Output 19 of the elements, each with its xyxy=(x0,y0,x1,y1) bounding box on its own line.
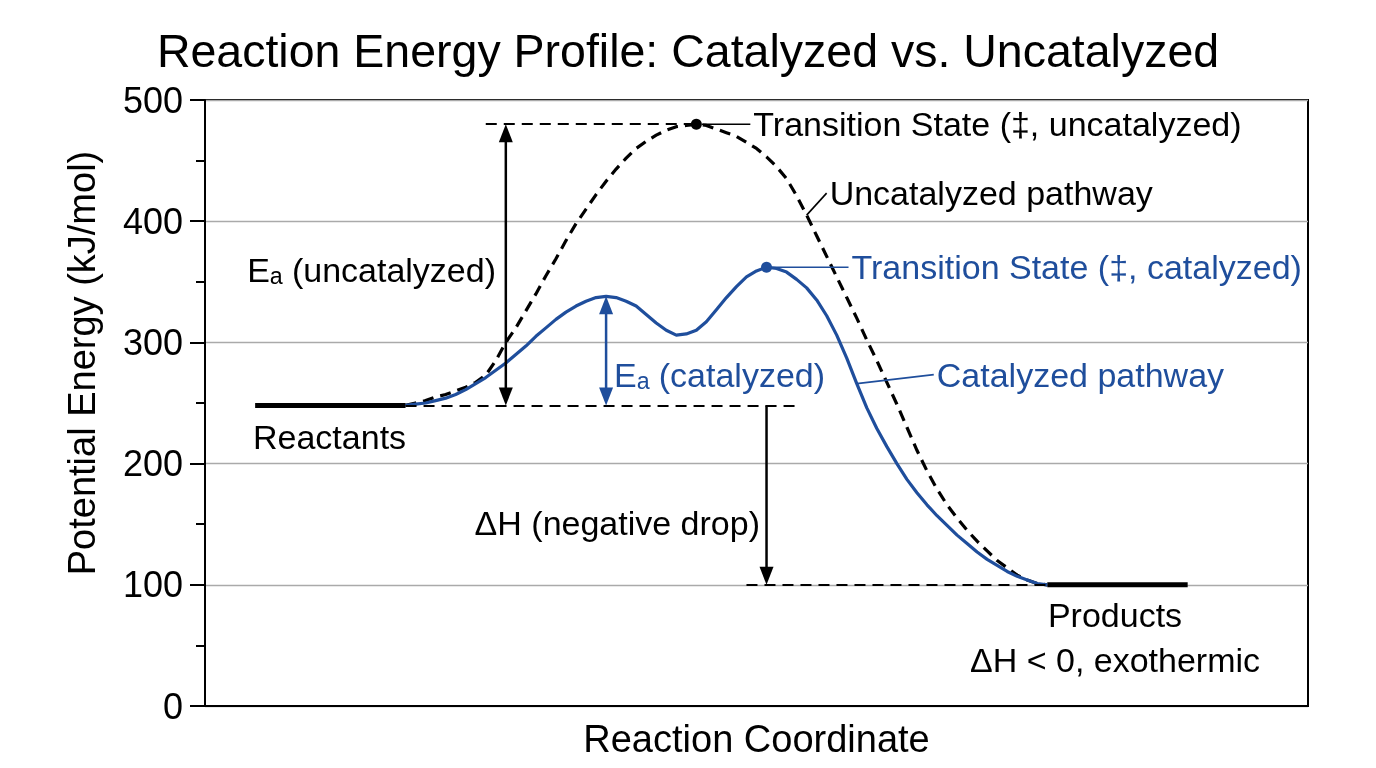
y-tick-label: 200 xyxy=(122,443,183,485)
annotation: Eₐ (catalyzed) xyxy=(614,356,826,394)
annotation: Products xyxy=(1047,596,1183,634)
x-axis-title: Reaction Coordinate xyxy=(583,718,930,760)
y-tick-label: 0 xyxy=(162,685,183,727)
annotation: Transition State (‡, catalyzed) xyxy=(851,248,1302,287)
y-tick-label: 500 xyxy=(122,79,183,121)
y-tick-label: 400 xyxy=(122,200,183,242)
y-tick-label: 300 xyxy=(122,321,183,363)
annotation: Transition State (‡, uncatalyzed) xyxy=(753,105,1242,144)
annotation: ΔH (negative drop) xyxy=(474,504,760,542)
y-axis-title: Potential Energy (kJ/mol) xyxy=(61,150,103,576)
annotation: ΔH < 0, exothermic xyxy=(969,641,1261,679)
annotation: Eₐ (uncatalyzed) xyxy=(247,251,496,289)
y-tick-label: 100 xyxy=(122,564,183,606)
annotation: Uncatalyzed pathway xyxy=(829,174,1153,213)
chart-title: Reaction Energy Profile: Catalyzed vs. Uncatalyzed xyxy=(156,24,1220,77)
annotation: Reactants xyxy=(253,418,407,456)
annotation: Catalyzed pathway xyxy=(936,355,1225,394)
